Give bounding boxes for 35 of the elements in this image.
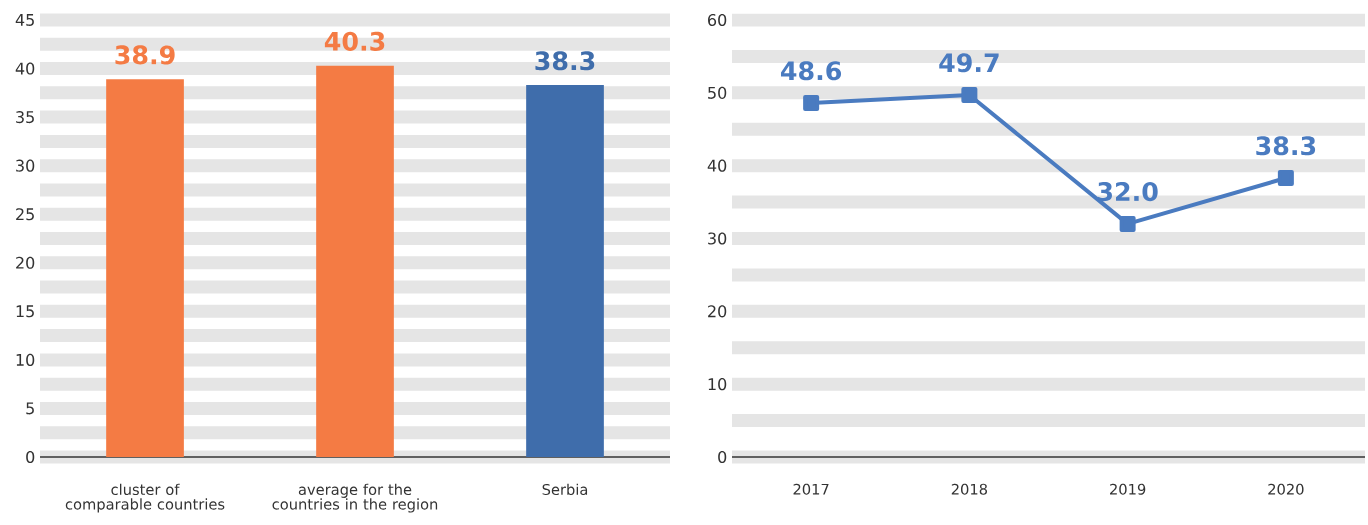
y-tick-label: 0 xyxy=(718,450,727,464)
y-tick-label: 0 xyxy=(26,450,35,464)
x-tick-label: cluster of comparable countries xyxy=(65,483,225,513)
y-tick-label: 5 xyxy=(26,402,34,415)
y-tick-label: 40 xyxy=(707,159,727,172)
y-tick-label: 25 xyxy=(16,208,34,221)
data-label: 49.7 xyxy=(939,53,999,73)
point xyxy=(961,87,978,104)
y-tick-label: 10 xyxy=(16,353,35,366)
y-tick-label: 30 xyxy=(16,159,35,172)
point xyxy=(803,95,820,112)
point xyxy=(1119,215,1136,232)
y-tick-label: 60 xyxy=(708,13,727,27)
y-tick-label: 15 xyxy=(16,305,34,318)
data-label: 40.3 xyxy=(324,31,385,51)
x-tick-label: 2018 xyxy=(951,483,988,495)
x-tick-label: 2019 xyxy=(1110,483,1146,495)
y-tick-label: 40 xyxy=(15,62,35,75)
y-tick-label: 20 xyxy=(16,256,35,269)
x-tick-label: 2020 xyxy=(1268,483,1304,495)
x-tick-label: Serbia xyxy=(542,483,588,496)
x-tick-label: 2017 xyxy=(793,483,829,495)
y-tick-label: 10 xyxy=(708,378,727,391)
data-label: 38.9 xyxy=(115,45,175,65)
y-tick-label: 50 xyxy=(708,86,727,99)
data-label: 32.0 xyxy=(1098,182,1158,202)
y-tick-label: 30 xyxy=(708,232,727,245)
data-label: 38.3 xyxy=(1256,136,1316,156)
y-tick-label: 45 xyxy=(15,14,34,26)
data-label: 48.6 xyxy=(781,61,842,81)
data-label: 38.3 xyxy=(535,51,595,71)
y-tick-label: 35 xyxy=(16,111,34,124)
x-tick-label: average for the countries in the region xyxy=(272,483,438,513)
y-tick-label: 20 xyxy=(708,305,727,318)
point xyxy=(1277,170,1294,187)
